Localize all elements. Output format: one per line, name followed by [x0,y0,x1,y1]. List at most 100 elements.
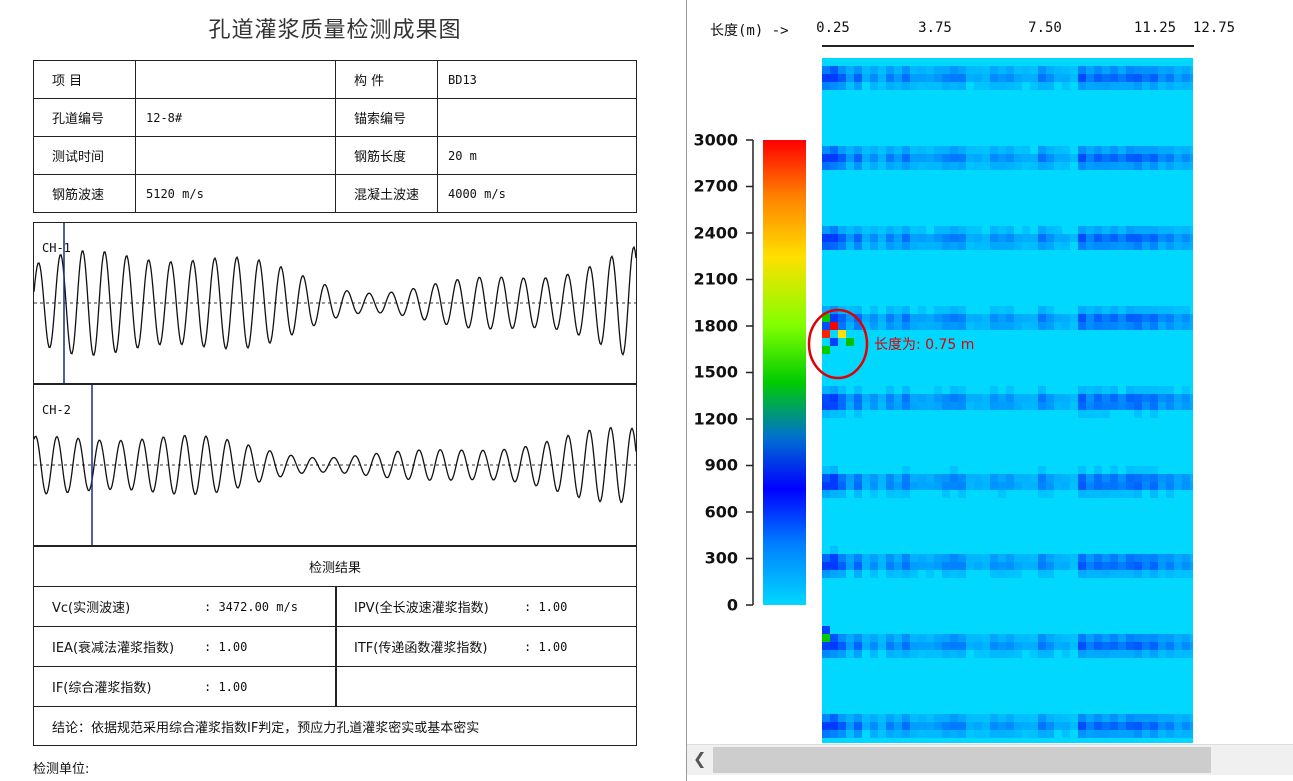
color-scale-bar [763,140,806,605]
heatmap-cell [918,474,926,482]
y-tick-label: 900 [704,455,738,475]
heatmap-cell [966,226,974,234]
heatmap-cell [910,562,918,570]
heatmap-cell [958,386,966,394]
heatmap-cell [950,74,958,82]
heatmap-cell [862,394,870,402]
heatmap-cell [1134,722,1142,730]
heatmap-cell [1022,242,1030,250]
info-value [135,136,336,175]
heatmap-cell [1110,74,1118,82]
heatmap-cell [1054,234,1062,242]
heatmap-cell [862,162,870,170]
heatmap-cell [1038,394,1046,402]
heatmap-cell [822,570,830,578]
heatmap-cell [886,386,894,394]
heatmap-cell [1038,722,1046,730]
heatmap-cell [1174,314,1182,322]
heatmap-cell [918,234,926,242]
heatmap-cell [1094,482,1102,490]
heatmap-cell [1038,154,1046,162]
heatmap-cell [1046,714,1054,722]
heatmap-cell [1022,562,1030,570]
heatmap-cell [822,66,830,74]
heatmap-cell [1022,322,1030,330]
heatmap-cell [990,482,998,490]
heatmap-cell [1158,162,1166,170]
heatmap-cell [998,562,1006,570]
heatmap-cell [902,482,910,490]
heatmap-cell [1118,474,1126,482]
heatmap-cell [1190,146,1193,154]
heatmap-cell [1022,74,1030,82]
heatmap-cell [1030,402,1038,410]
scroll-left-arrow-icon[interactable]: ❮ [693,749,707,768]
heatmap-cell [1006,242,1014,250]
heatmap-cell [878,154,886,162]
heatmap-cell [1142,474,1150,482]
heatmap-cell [1038,242,1046,250]
heatmap-cell [926,66,934,74]
heatmap-cell [1134,642,1142,650]
heatmap-cell [1126,634,1134,642]
heatmap-cell [990,642,998,650]
heatmap-hotspot [846,338,854,346]
heatmap-cell [942,146,950,154]
heatmap-cell [950,730,958,738]
heatmap-cell [926,162,934,170]
heatmap-cell [902,394,910,402]
heatmap-cell [878,722,886,730]
y-tick-label: 1200 [693,409,738,429]
heatmap-cell [990,306,998,314]
heatmap-cell [838,154,846,162]
heatmap-cell [1030,650,1038,658]
heatmap-cell [886,66,894,74]
heatmap-cell [838,394,846,402]
heatmap-cell [1078,82,1086,90]
heatmap-cell [1126,650,1134,658]
heatmap-cell [1102,394,1110,402]
heatmap-cell [1182,82,1190,90]
heatmap-cell [894,554,902,562]
heatmap-cell [1022,226,1030,234]
heatmap-cell [878,394,886,402]
heatmap-cell [902,554,910,562]
heatmap-cell [918,650,926,658]
heatmap-cell [1086,554,1094,562]
heatmap-cell [894,314,902,322]
heatmap-cell [870,74,878,82]
heatmap-cell [894,730,902,738]
heatmap-cell [1142,314,1150,322]
heatmap-cell [1094,242,1102,250]
heatmap-cell [838,314,846,322]
heatmap-cell [830,482,838,490]
heatmap-cell [822,490,830,498]
heatmap-cell [982,714,990,722]
heatmap-cell [902,82,910,90]
heatmap-cell [854,562,862,570]
heatmap-cell [942,634,950,642]
heatmap-cell [1006,394,1014,402]
horizontal-scrollbar[interactable]: ❮ [687,744,1293,775]
heatmap-cell [1054,562,1062,570]
heatmap-cell [958,562,966,570]
heatmap-cell [886,490,894,498]
heatmap-cell [1142,482,1150,490]
heatmap-cell [1046,314,1054,322]
heatmap-cell [1038,490,1046,498]
heatmap-cell [1166,570,1174,578]
heatmap-cell [1094,474,1102,482]
heatmap-cell [1046,570,1054,578]
heatmap-cell [822,394,830,402]
heatmap-cell [1134,570,1142,578]
scan-heatmap[interactable] [822,58,1193,743]
heatmap-cell [822,146,830,154]
heatmap-cell [934,722,942,730]
heatmap-cell [830,162,838,170]
scrollbar-thumb[interactable] [713,747,1211,773]
heatmap-cell [870,650,878,658]
heatmap-cell [862,314,870,322]
heatmap-cell [838,714,846,722]
heatmap-cell [830,570,838,578]
heatmap-cell [846,234,854,242]
